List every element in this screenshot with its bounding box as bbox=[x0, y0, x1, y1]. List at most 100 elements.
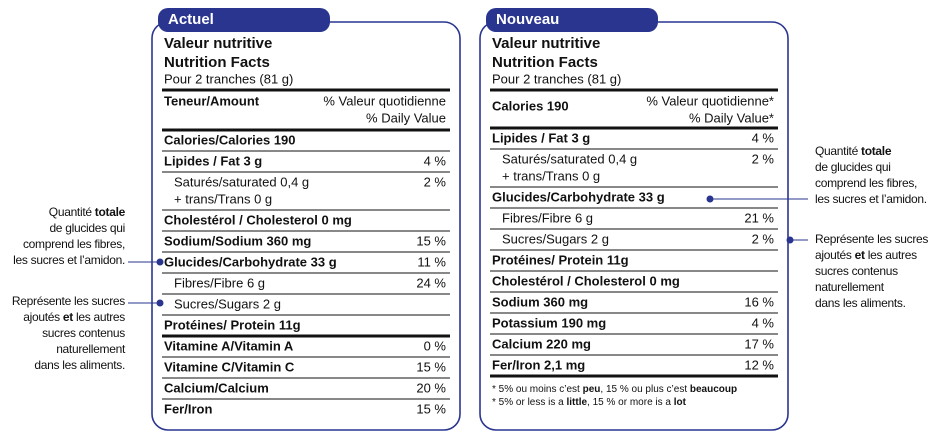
text-segment: * 5% or less is a bbox=[492, 397, 566, 408]
text-segment: les autres bbox=[73, 310, 125, 324]
row-label: Fibres/Fibre 6 g bbox=[174, 275, 265, 290]
row-label: Saturés/saturated 0,4 g bbox=[174, 174, 309, 189]
row-label: Vitamine C/Vitamin C bbox=[164, 359, 295, 374]
text-line: * 5% or less is a little, 15 % or more i… bbox=[492, 397, 687, 408]
daily-value: 21 % bbox=[744, 210, 774, 225]
text-line: dans les aliments. bbox=[34, 358, 125, 372]
row-label: Fer/Iron 2,1 mg bbox=[492, 357, 585, 372]
serving: Pour 2 tranches (81 g) bbox=[492, 71, 621, 86]
row-label: Fer/Iron bbox=[164, 401, 212, 416]
text-segment: ajoutés bbox=[815, 248, 855, 262]
text-line: comprend les fibres, bbox=[815, 176, 917, 190]
row-label: Vitamine A/Vitamin A bbox=[164, 338, 294, 353]
text-line: ajoutés et les autres bbox=[23, 310, 125, 324]
text-line: Représente les sucres bbox=[815, 232, 928, 246]
row-label: Sodium 360 mg bbox=[492, 294, 588, 309]
daily-value: 4 % bbox=[424, 153, 447, 168]
title-en: Nutrition Facts bbox=[492, 54, 598, 71]
text-segment: comprend les fibres, bbox=[23, 237, 125, 251]
text-segment: totale bbox=[95, 205, 126, 219]
text-segment: ajoutés bbox=[23, 310, 63, 324]
tab-label: Nouveau bbox=[496, 11, 559, 28]
text-line: de glucides qui bbox=[49, 221, 125, 235]
row-label: Calcium 220 mg bbox=[492, 336, 591, 351]
daily-value: 12 % bbox=[744, 357, 774, 372]
text-segment: Représente les sucres bbox=[815, 232, 928, 246]
row-label: Cholestérol / Cholesterol 0 mg bbox=[164, 212, 352, 227]
daily-value: 11 % bbox=[417, 254, 446, 269]
row-label: Protéines/ Protein 11g bbox=[164, 317, 301, 332]
daily-value: 2 % bbox=[424, 174, 447, 189]
text-segment: little bbox=[566, 397, 587, 408]
text-segment: les sucres et l’amidon. bbox=[815, 192, 927, 206]
connector-dot bbox=[786, 236, 794, 244]
text-segment: Représente les sucres bbox=[12, 294, 125, 308]
tab bbox=[158, 8, 330, 32]
connector-dot bbox=[706, 195, 714, 203]
text-segment: sucres contenus bbox=[815, 264, 898, 278]
daily-value: 4 % bbox=[752, 130, 775, 145]
text-line: Quantité totale bbox=[49, 205, 126, 219]
text-line: dans les aliments. bbox=[815, 296, 906, 310]
row-label: Lipides / Fat 3 g bbox=[164, 153, 262, 168]
text-segment: dans les aliments. bbox=[34, 358, 125, 372]
text-segment: , 15 % ou plus c’est bbox=[600, 384, 690, 395]
row-label: Calories/Calories 190 bbox=[164, 132, 296, 147]
daily-value: 15 % bbox=[416, 359, 446, 374]
text-line: ajoutés et les autres bbox=[815, 248, 917, 262]
text-line: naturellement bbox=[56, 342, 126, 356]
text-segment: sucres contenus bbox=[42, 326, 125, 340]
row-label: Sodium/Sodium 360 mg bbox=[164, 233, 311, 248]
title-en: Nutrition Facts bbox=[164, 54, 270, 71]
text-segment: comprend les fibres, bbox=[815, 176, 917, 190]
head-label: Teneur/Amount bbox=[164, 93, 260, 108]
row-label: Lipides / Fat 3 g bbox=[492, 130, 590, 145]
tab-label: Actuel bbox=[168, 11, 214, 28]
row-label: Calcium/Calcium bbox=[164, 380, 269, 395]
title-fr: Valeur nutritive bbox=[492, 35, 600, 52]
text-segment: et bbox=[63, 310, 73, 324]
daily-value: 24 % bbox=[416, 275, 446, 290]
daily-value: 20 % bbox=[416, 380, 446, 395]
row-label: Protéines/ Protein 11g bbox=[492, 252, 629, 267]
tab bbox=[486, 8, 658, 32]
text-line: sucres contenus bbox=[42, 326, 125, 340]
text-line: * 5% ou moins c’est peu, 15 % ou plus c’… bbox=[492, 384, 737, 395]
head-label: Calories 190 bbox=[492, 98, 569, 113]
dv-header: % Daily Value bbox=[366, 110, 446, 125]
text-segment: naturellement bbox=[815, 280, 885, 294]
row-label: Glucides/Carbohydrate 33 g bbox=[164, 254, 337, 269]
connectors bbox=[128, 195, 808, 307]
text-segment: les autres bbox=[865, 248, 917, 262]
row-label: Saturés/saturated 0,4 g bbox=[502, 151, 637, 166]
row-label: + trans/Trans 0 g bbox=[174, 191, 272, 206]
text-segment: naturellement bbox=[56, 342, 126, 356]
daily-value: 0 % bbox=[424, 338, 447, 353]
text-segment: dans les aliments. bbox=[815, 296, 906, 310]
text-line: naturellement bbox=[815, 280, 885, 294]
text-line: de glucides qui bbox=[815, 160, 891, 174]
text-segment: , 15 % or more is a bbox=[587, 397, 674, 408]
row-label: Sucres/Sugars 2 g bbox=[502, 231, 609, 246]
connector-dot bbox=[156, 258, 164, 266]
row-label: Glucides/Carbohydrate 33 g bbox=[492, 189, 665, 204]
text-line: sucres contenus bbox=[815, 264, 898, 278]
text-segment: Quantité bbox=[815, 144, 861, 158]
text-line: les sucres et l’amidon. bbox=[13, 253, 125, 267]
text-segment: de glucides qui bbox=[49, 221, 125, 235]
daily-value: 16 % bbox=[744, 294, 774, 309]
daily-value: 2 % bbox=[752, 231, 775, 246]
row-label: Fibres/Fibre 6 g bbox=[502, 210, 593, 225]
text-segment: les sucres et l’amidon. bbox=[13, 253, 125, 267]
row-label: Cholestérol / Cholesterol 0 mg bbox=[492, 273, 680, 288]
text-segment: Quantité bbox=[49, 205, 95, 219]
title-fr: Valeur nutritive bbox=[164, 35, 272, 52]
text-line: Représente les sucres bbox=[12, 294, 125, 308]
connector-dot bbox=[156, 299, 164, 307]
daily-value: 15 % bbox=[416, 401, 446, 416]
dv-header: % Valeur quotidienne* bbox=[646, 93, 774, 108]
daily-value: 15 % bbox=[416, 233, 446, 248]
daily-value: 2 % bbox=[752, 151, 775, 166]
serving: Pour 2 tranches (81 g) bbox=[164, 71, 293, 86]
